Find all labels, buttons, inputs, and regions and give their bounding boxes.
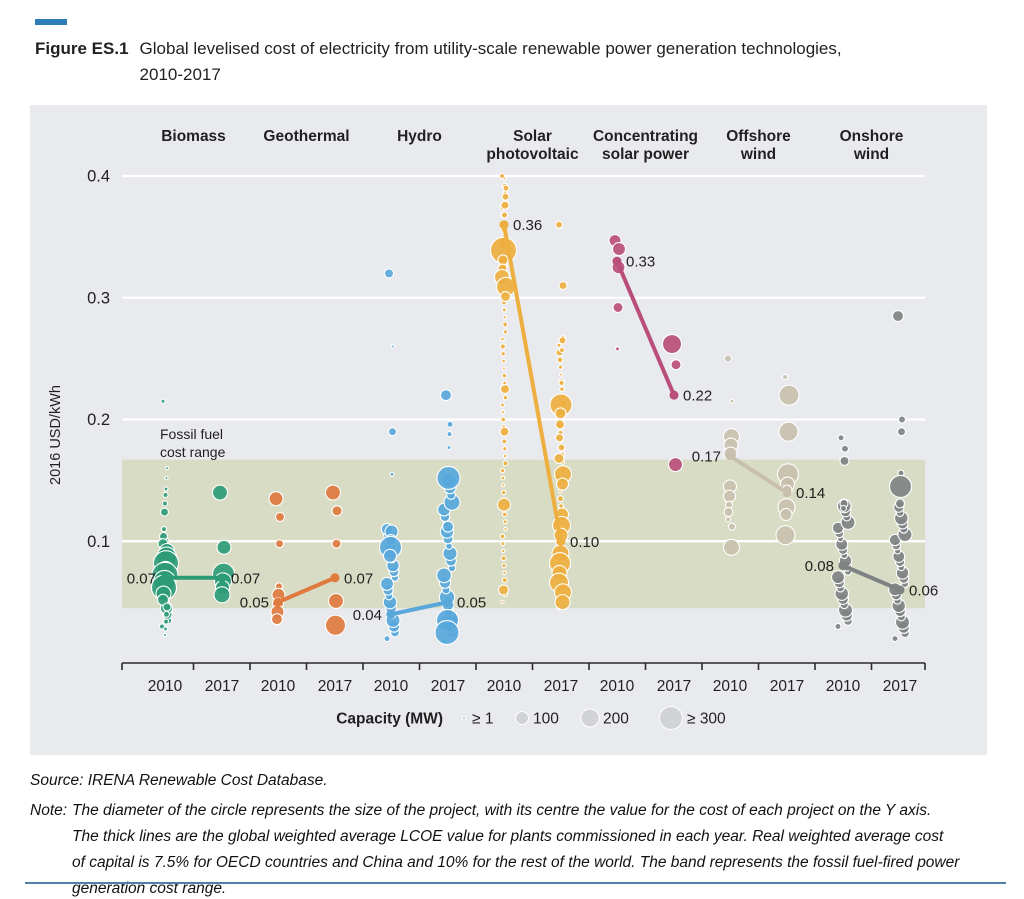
legend-size-circle [515, 711, 529, 725]
svg-text:Fossil fuel: Fossil fuel [160, 426, 223, 442]
figure-title-line2: 2010-2017 [139, 65, 221, 84]
year-tick-label: 2010 [826, 678, 861, 695]
note-text: The diameter of the circle represents th… [72, 802, 960, 897]
year-tick-label: 2017 [883, 678, 917, 695]
y-tick-label: 0.2 [87, 411, 110, 429]
year-tick-label: 2017 [657, 678, 691, 695]
svg-text:wind: wind [740, 146, 776, 163]
svg-text:wind: wind [853, 146, 889, 163]
avg-value-label: 0.07 [127, 570, 156, 587]
avg-value-label: 0.10 [570, 534, 599, 551]
avg-value-label: 0.17 [692, 449, 721, 466]
avg-line-concentrating-solar-power: 0.33 0.22 [612, 254, 712, 405]
legend-size-label: ≥ 1 [472, 711, 493, 728]
avg-value-label: 0.33 [626, 254, 655, 271]
svg-text:cost range: cost range [160, 444, 226, 460]
note-block: Note: The diameter of the circle represe… [30, 798, 990, 899]
year-tick-label: 2010 [487, 678, 522, 695]
year-tick-label: 2010 [148, 678, 183, 695]
avg-value-label: 0.06 [909, 582, 938, 599]
capacity-legend: Capacity (MW) ≥ 1 100 200 ≥ 300 [336, 706, 726, 730]
figure-label: Figure ES.1 [35, 39, 129, 58]
year-tick-label: 2017 [318, 678, 352, 695]
avg-line-solar-photovoltaic: 0.36 0.10 [499, 217, 599, 551]
bubbles-onshore-wind [830, 309, 913, 643]
figure-title-text: Global levelised cost of electricity fro… [140, 36, 842, 88]
y-tick-label: 0.3 [87, 289, 110, 307]
group-header-geothermal: Geothermal [263, 128, 349, 145]
figure-title-line1: Global levelised cost of electricity fro… [139, 39, 842, 58]
year-tick-label: 2017 [770, 678, 804, 695]
svg-text:solar power: solar power [602, 146, 689, 163]
avg-value-label: 0.08 [805, 558, 834, 575]
avg-value-label: 0.05 [457, 595, 486, 612]
figure-title: Figure ES.1 Global levelised cost of ele… [35, 36, 985, 88]
svg-text:Hydro: Hydro [397, 128, 442, 145]
legend-size-circle [461, 715, 467, 721]
svg-text:Onshore: Onshore [840, 128, 904, 145]
lcoe-bubble-chart: 0.4 0.3 0.2 0.1 2016 USD/kWh Fossil fuel cost … [30, 105, 987, 755]
svg-text:Capacity (MW): Capacity (MW) [336, 711, 443, 728]
avg-line-biomass: 0.07 0.07 [127, 570, 260, 587]
year-tick-label: 2017 [205, 678, 239, 695]
avg-value-label: 0.07 [344, 570, 373, 587]
year-tick-label: 2010 [600, 678, 635, 695]
avg-line-geothermal: 0.05 0.07 [240, 570, 373, 611]
y-axis-title: 2016 USD/kWh [48, 385, 64, 485]
svg-text:photovoltaic: photovoltaic [486, 146, 579, 163]
bubbles-geothermal [268, 484, 347, 636]
source-note: Source: IRENA Renewable Cost Database. [30, 772, 328, 789]
svg-text:Geothermal: Geothermal [263, 128, 349, 145]
legend-size-circle [580, 708, 600, 728]
svg-text:Biomass: Biomass [161, 128, 226, 145]
avg-value-label: 0.14 [796, 485, 825, 502]
avg-value-label: 0.36 [513, 217, 542, 234]
svg-text:Solar: Solar [513, 128, 552, 145]
bubbles-biomass [150, 398, 236, 638]
avg-line-offshore-wind: 0.17 0.14 [692, 449, 825, 503]
legend-size-circle [659, 706, 683, 730]
avg-line-onshore-wind: 0.08 0.06 [805, 558, 938, 599]
group-header-biomass: Biomass [161, 128, 226, 145]
bubbles-offshore-wind [722, 354, 800, 556]
avg-value-label: 0.05 [240, 595, 269, 612]
x-axis: 2010 2017 2010 2017 2010 2017 2010 2017 2010 2017… [121, 662, 926, 695]
svg-text:Concentrating: Concentrating [593, 128, 698, 145]
year-tick-label: 2010 [374, 678, 409, 695]
gridlines [122, 174, 925, 543]
year-tick-label: 2017 [431, 678, 465, 695]
year-tick-label: 2010 [713, 678, 748, 695]
group-header-hydro: Hydro [397, 128, 442, 145]
legend-size-label: ≥ 300 [687, 711, 726, 728]
fossil-band-label: Fossil fuel cost range [160, 426, 226, 460]
legend-size-label: 200 [603, 711, 629, 728]
avg-value-label: 0.04 [353, 607, 382, 624]
chart-canvas: 0.4 0.3 0.2 0.1 2016 USD/kWh Fossil fuel cost … [48, 128, 938, 730]
accent-dash [35, 19, 67, 25]
y-tick-label: 0.1 [87, 533, 110, 551]
year-tick-label: 2010 [261, 678, 296, 695]
avg-value-label: 0.22 [683, 388, 712, 405]
legend-size-label: 100 [533, 711, 559, 728]
bottom-rule [25, 882, 1006, 884]
svg-text:Offshore: Offshore [726, 128, 791, 145]
note-label: Note: [30, 802, 68, 819]
avg-value-label: 0.07 [231, 570, 260, 587]
avg-line-hydro: 0.04 0.05 [353, 595, 486, 624]
year-tick-label: 2017 [544, 678, 578, 695]
y-tick-label: 0.4 [87, 168, 110, 186]
